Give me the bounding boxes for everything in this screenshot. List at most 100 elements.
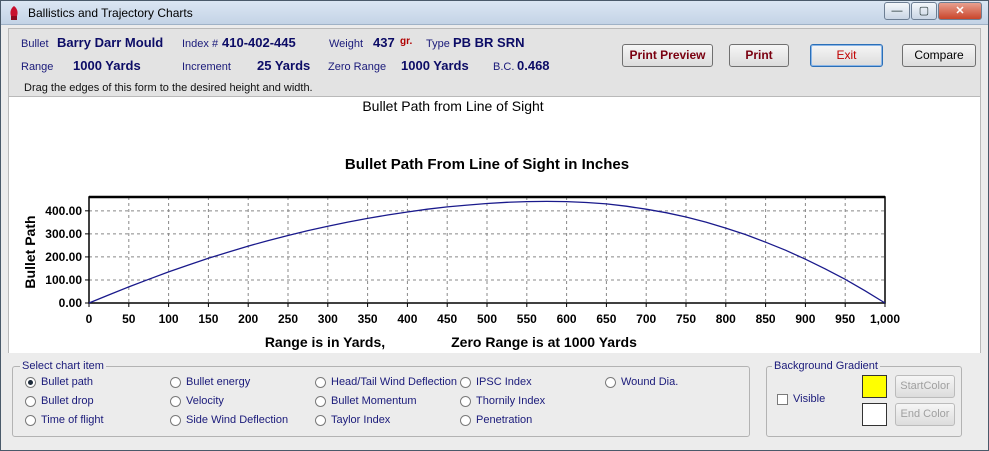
print-button[interactable]: Print [729,44,789,67]
radio-button[interactable] [170,395,181,407]
maximize-button[interactable]: ▢ [911,2,937,20]
window-title: Ballistics and Trajectory Charts [28,6,193,20]
bullet-path-chart: Bullet Path From Line of Sight in Inches… [22,156,900,350]
range-value: 1000 Yards [73,58,141,73]
chart-item-label: Bullet path [41,376,93,388]
index-label: Index # [182,38,219,50]
chart-item-label: Bullet Momentum [331,395,417,407]
x-tick-label: 1,000 [870,312,900,326]
x-tick-label: 750 [676,312,696,326]
chart-item-label: Bullet energy [186,376,251,388]
index-value: 410-402-445 [222,35,296,50]
radio-button[interactable] [25,414,36,426]
chart-item-radio[interactable]: Bullet drop [25,395,94,407]
chart-title: Bullet Path From Line of Sight in Inches [345,156,629,173]
chart-item-label: IPSC Index [476,376,532,388]
increment-label: Increment [182,61,231,73]
chart-item-label: Penetration [476,414,533,426]
radio-button[interactable] [25,376,36,388]
chart-item-radio[interactable]: Bullet energy [170,376,250,388]
chart-item-label: Side Wind Deflection [186,414,289,426]
chart-item-label: Head/Tail Wind Deflection [331,376,457,388]
chart-item-radio[interactable]: Bullet Momentum [315,395,417,407]
x-tick-label: 150 [198,312,218,326]
radio-button[interactable] [315,395,326,407]
radio-button[interactable] [25,395,36,407]
x-axis-label: Range is in Yards, [265,334,385,350]
visible-checkbox-label: Visible [793,393,826,405]
radio-button[interactable] [460,376,471,388]
chart-caption: Bullet Path from Line of Sight [362,98,544,114]
radio-button[interactable] [605,376,616,388]
select-chart-item-title: Select chart item [20,360,106,372]
radio-button[interactable] [460,414,471,426]
radio-button[interactable] [315,414,326,426]
x-tick-label: 950 [835,312,855,326]
x-tick-label: 400 [397,312,417,326]
chart-item-radio[interactable]: Head/Tail Wind Deflection [315,376,457,388]
radio-button[interactable] [315,376,326,388]
chart-item-label: Velocity [186,395,224,407]
end-color-button[interactable]: End Color [895,403,955,426]
visible-checkbox-box[interactable] [777,393,788,405]
y-tick-label: 0.00 [59,296,83,310]
x-tick-label: 50 [122,312,136,326]
start-color-button[interactable]: StartColor [895,375,955,398]
chart-item-radio[interactable]: Time of flight [25,414,104,426]
bullet-info-panel: Bullet Barry Darr Mould Index # 410-402-… [8,28,981,97]
x-axis-zero-range-label: Zero Range is at 1000 Yards [451,334,637,350]
zero-range-value: 1000 Yards [401,58,469,73]
x-tick-label: 450 [437,312,457,326]
bullet-label: Bullet [21,38,49,50]
print-preview-button[interactable]: Print Preview [622,44,713,67]
chart-item-radio[interactable]: IPSC Index [460,376,532,388]
end-color-swatch[interactable] [862,403,887,426]
chart-item-label: Bullet drop [41,395,94,407]
y-tick-label: 200.00 [45,250,82,264]
bullet-value: Barry Darr Mould [57,35,164,50]
chart-area: Bullet Path from Line of Sight Bullet Pa… [8,97,981,353]
radio-button[interactable] [170,376,181,388]
chart-item-radio[interactable]: Velocity [170,395,224,407]
chart-item-radio[interactable]: Taylor Index [315,414,390,426]
chart-item-label: Wound Dia. [621,376,679,388]
weight-label: Weight [329,38,364,50]
app-bullet-icon [10,6,18,20]
x-tick-label: 850 [756,312,776,326]
resize-hint: Drag the edges of this form to the desir… [24,82,313,94]
x-tick-label: 600 [557,312,577,326]
chart-item-radio[interactable]: Thornily Index [460,395,545,407]
radio-button[interactable] [170,414,181,426]
visible-checkbox[interactable]: Visible [777,393,825,405]
y-tick-label: 100.00 [45,273,82,287]
chart-item-radio[interactable]: Wound Dia. [605,376,678,388]
close-button[interactable]: ✕ [938,2,982,20]
zero-range-label: Zero Range [328,61,387,73]
x-tick-label: 800 [716,312,736,326]
chart-item-label: Taylor Index [331,414,391,426]
x-tick-label: 550 [517,312,537,326]
radio-button[interactable] [460,395,471,407]
x-tick-label: 700 [636,312,656,326]
start-color-swatch[interactable] [862,375,887,398]
compare-button[interactable]: Compare [902,44,976,67]
exit-button[interactable]: Exit [810,44,883,67]
title-bar[interactable]: Ballistics and Trajectory Charts — ▢ ✕ [1,1,988,25]
x-tick-label: 500 [477,312,497,326]
chart-item-radio[interactable]: Penetration [460,414,532,426]
weight-value: 437 [373,35,395,50]
type-label: Type [426,38,450,50]
y-axis-label: Bullet Path [22,215,38,288]
minimize-button[interactable]: — [884,2,910,20]
chart-item-radio[interactable]: Bullet path [25,376,93,388]
x-tick-label: 250 [278,312,298,326]
chart-item-radio[interactable]: Side Wind Deflection [170,414,288,426]
background-gradient-title: Background Gradient [772,360,880,372]
x-tick-label: 350 [358,312,378,326]
x-tick-label: 900 [795,312,815,326]
y-tick-label: 400.00 [45,204,82,218]
x-tick-label: 200 [238,312,258,326]
y-tick-label: 300.00 [45,227,82,241]
x-tick-label: 0 [86,312,93,326]
